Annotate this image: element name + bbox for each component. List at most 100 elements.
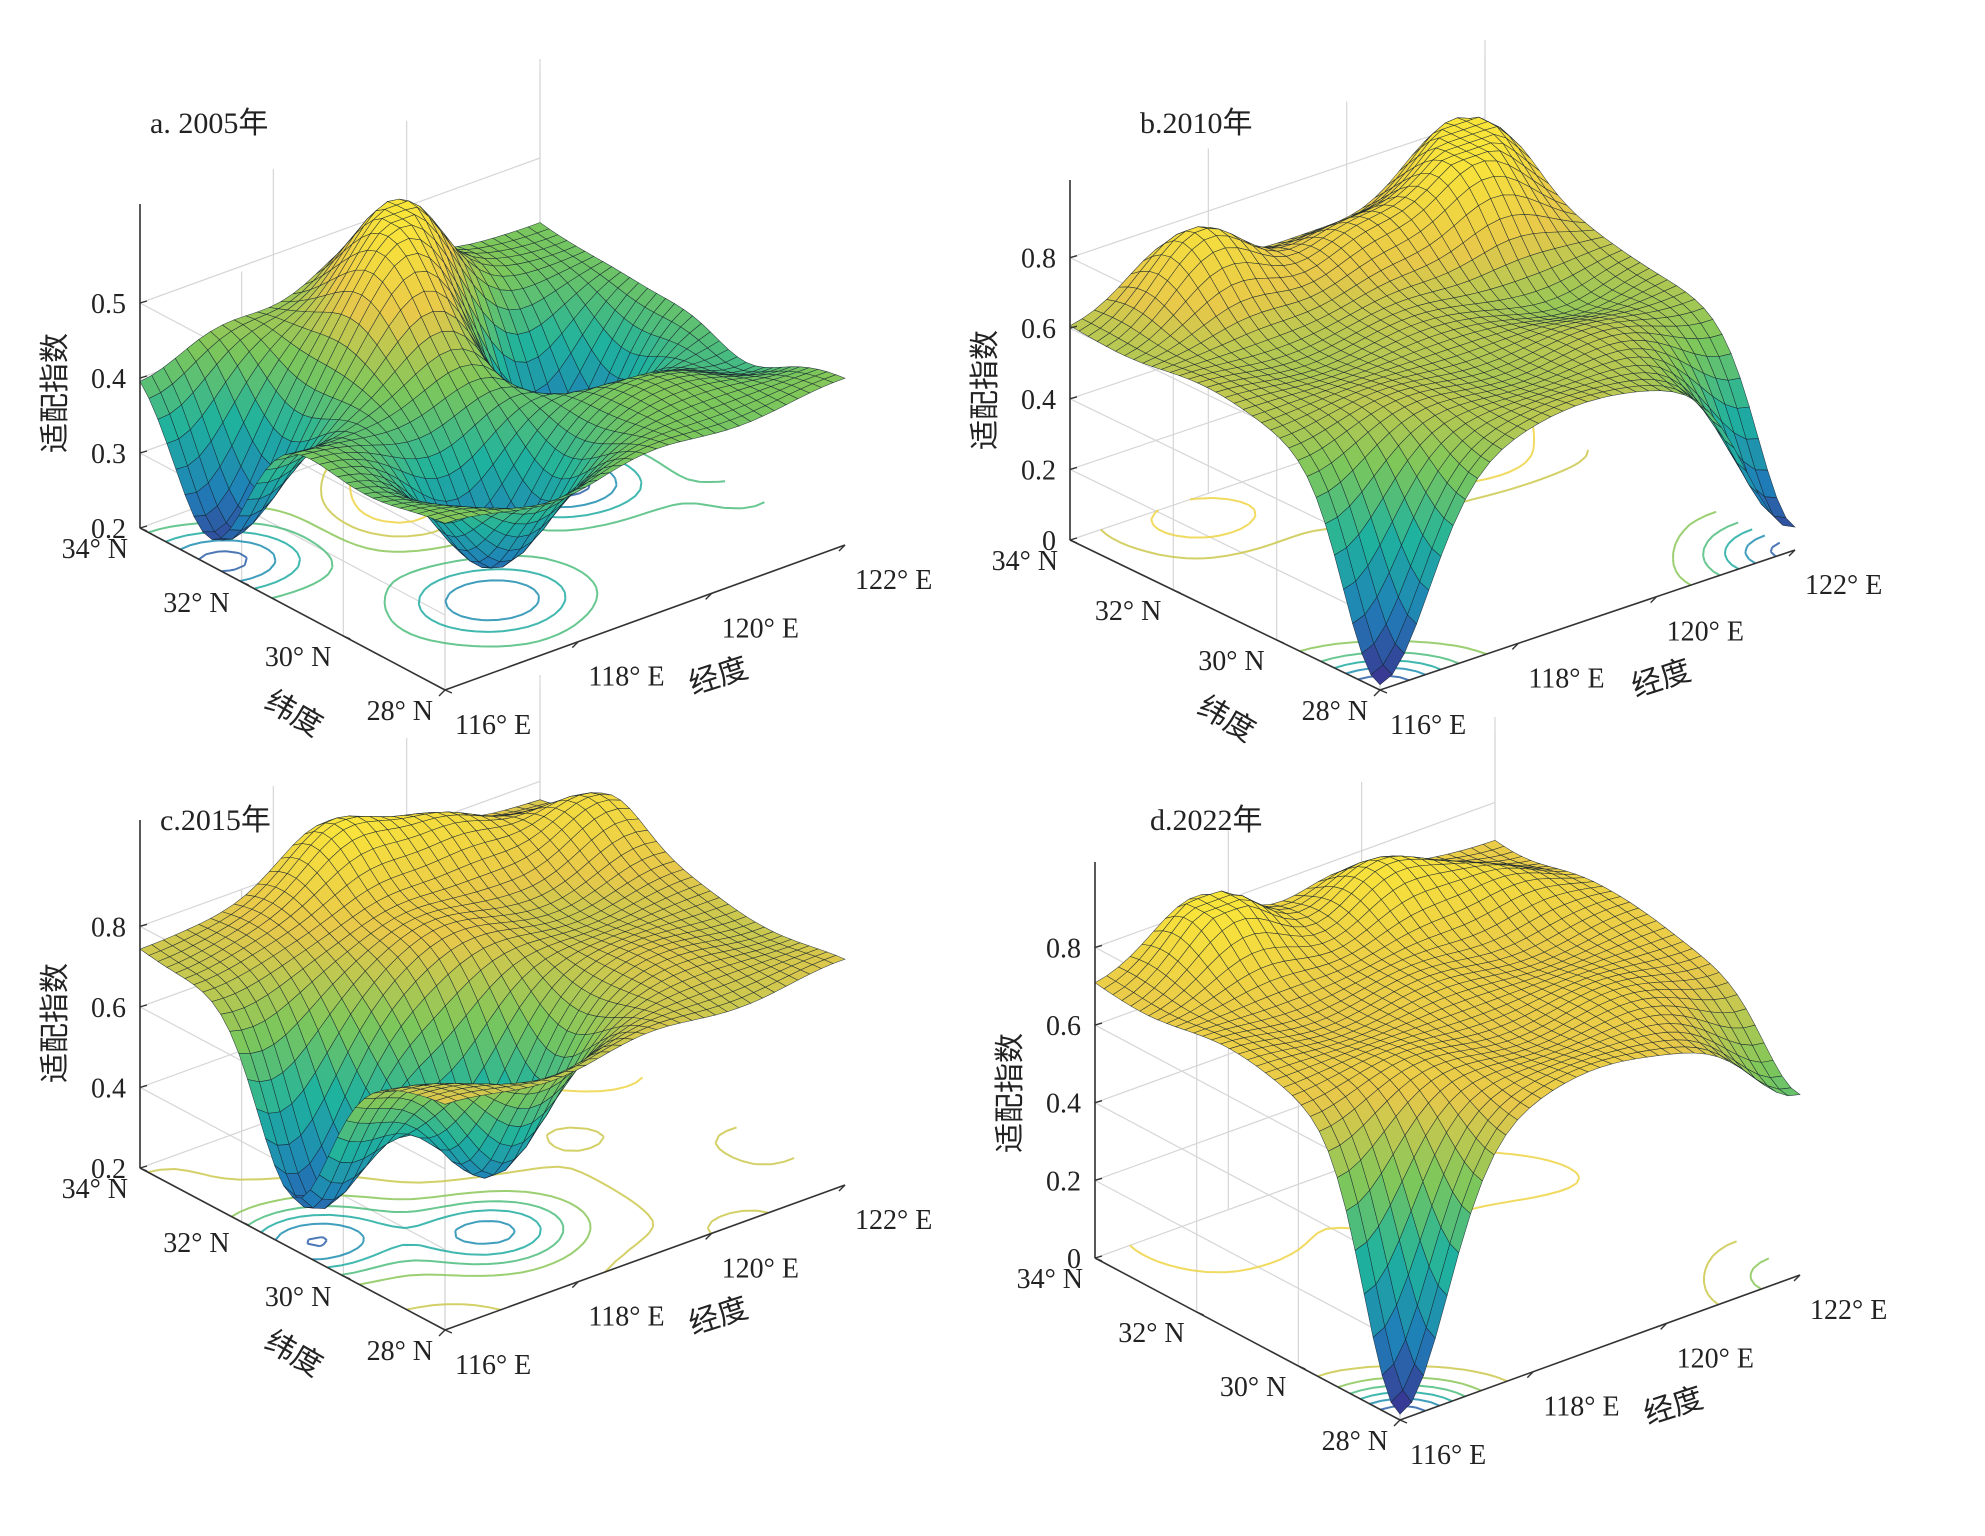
z-tick xyxy=(139,1004,148,1008)
lon-tick xyxy=(438,1329,446,1337)
z-axis-title: 适配指数 xyxy=(39,963,72,1083)
lat-tick xyxy=(241,581,249,586)
lat-axis-line xyxy=(139,527,446,691)
panel-title: d.2022年 xyxy=(1150,804,1263,837)
z-tick-label: 0.4 xyxy=(91,1073,126,1104)
lon-tick-label: 116° E xyxy=(1390,710,1466,741)
lat-tick-label: 34° N xyxy=(1017,1264,1083,1295)
z-tick-label: 0.4 xyxy=(1021,385,1056,416)
lon-tick-label: 122° E xyxy=(855,1205,932,1236)
contour-line xyxy=(260,1209,542,1269)
lon-tick-label: 116° E xyxy=(455,710,531,741)
z-tick xyxy=(1094,1177,1103,1182)
lat-tick-label: 34° N xyxy=(62,534,128,565)
z-tick-label: 0.8 xyxy=(1021,244,1056,275)
z-tick-label: 0.4 xyxy=(1046,1089,1081,1120)
lat-tick xyxy=(1399,1419,1408,1424)
z-tick-label: 0.6 xyxy=(91,993,126,1024)
surface-mesh xyxy=(139,792,846,1209)
z-tick-label: 0.2 xyxy=(1021,455,1056,486)
surface-facet xyxy=(1778,1087,1801,1097)
lon-tick xyxy=(1393,1419,1401,1427)
panel-title: a. 2005年 xyxy=(150,107,268,140)
lat-axis-title: 纬度 xyxy=(259,1325,327,1384)
lon-tick-label: 120° E xyxy=(722,1253,799,1284)
z-tick-label: 0.8 xyxy=(1046,933,1081,964)
surface-facet xyxy=(1772,515,1796,528)
lat-tick xyxy=(1379,689,1388,694)
lon-axis-title: 经度 xyxy=(1640,1381,1707,1431)
lat-tick-label: 32° N xyxy=(1095,596,1161,627)
z-tick-label: 0.8 xyxy=(91,912,126,943)
panel-a: a. 2005年 0.2 0.3 0.4 0.5 116° E 118° E 120° E 1… xyxy=(39,59,932,743)
lon-axis-title: 经度 xyxy=(1628,654,1695,704)
lon-tick-label: 118° E xyxy=(588,1302,664,1333)
z-tick xyxy=(139,525,148,529)
lon-tick-label: 120° E xyxy=(1677,1343,1754,1374)
lon-tick-label: 122° E xyxy=(1810,1295,1887,1326)
lon-tick-label: 122° E xyxy=(1805,570,1882,601)
lon-axis-title: 经度 xyxy=(685,1291,752,1341)
lat-axis-title: 纬度 xyxy=(1192,690,1260,749)
axes: 0.2 0.3 0.4 0.5 116° E 118° E 120° E 122° E 28° … xyxy=(39,204,932,743)
z-tick xyxy=(139,1084,148,1089)
lat-tick xyxy=(139,527,148,532)
lat-tick-label: 30° N xyxy=(265,642,331,673)
lon-tick-label: 116° E xyxy=(1410,1440,1486,1471)
surface-mesh xyxy=(1069,116,1796,686)
lat-tick-label: 34° N xyxy=(992,546,1058,577)
lon-tick-label: 118° E xyxy=(588,662,664,693)
z-tick-label: 0.3 xyxy=(91,439,126,470)
surface-mesh xyxy=(139,198,846,569)
lat-tick xyxy=(343,635,351,640)
lon-tick xyxy=(438,689,446,697)
z-tick-label: 0.2 xyxy=(91,514,126,545)
contour-line xyxy=(306,1236,328,1248)
panel-title: b.2010年 xyxy=(1140,107,1253,140)
lon-tick-label: 122° E xyxy=(855,565,932,596)
lat-tick-label: 28° N xyxy=(367,696,433,727)
z-tick xyxy=(139,375,148,379)
lat-tick-label: 32° N xyxy=(163,588,229,619)
lon-tick xyxy=(1373,689,1381,697)
lat-tick-label: 32° N xyxy=(1118,1318,1184,1349)
z-tick xyxy=(139,450,148,454)
z-tick-label: 0.6 xyxy=(1021,314,1056,345)
z-tick xyxy=(1069,254,1078,259)
z-axis-title: 适配指数 xyxy=(39,333,72,453)
z-tick xyxy=(139,923,148,928)
z-tick-label: 0.6 xyxy=(1046,1011,1081,1042)
z-axis-title: 适配指数 xyxy=(994,1033,1027,1153)
z-tick-label: 0.5 xyxy=(91,289,126,320)
lat-tick-label: 30° N xyxy=(1220,1372,1286,1403)
lat-tick-label: 30° N xyxy=(1198,646,1264,677)
lon-tick-label: 120° E xyxy=(722,613,799,644)
lat-tick-label: 34° N xyxy=(62,1174,128,1205)
lon-axis-title: 经度 xyxy=(685,651,752,701)
lon-axis-line xyxy=(444,544,846,691)
z-tick xyxy=(1094,1022,1103,1026)
z-tick xyxy=(1094,944,1103,949)
surface-mesh xyxy=(1094,839,1801,1415)
lon-tick-label: 118° E xyxy=(1528,663,1604,694)
z-tick xyxy=(139,300,148,304)
lon-tick-label: 116° E xyxy=(455,1350,531,1381)
lat-tick-label: 28° N xyxy=(1322,1426,1388,1457)
lat-tick-label: 28° N xyxy=(1302,696,1368,727)
lat-tick xyxy=(444,689,453,694)
z-axis-title: 适配指数 xyxy=(969,330,1002,450)
lat-tick-label: 28° N xyxy=(367,1336,433,1367)
lon-tick xyxy=(838,544,846,552)
z-tick-label: 0.2 xyxy=(1046,1166,1081,1197)
z-tick xyxy=(1094,1100,1103,1104)
z-tick xyxy=(1069,466,1078,471)
panel-title: c.2015年 xyxy=(160,804,271,837)
lon-tick xyxy=(571,641,579,649)
lat-tick-label: 32° N xyxy=(163,1228,229,1259)
lat-tick-label: 30° N xyxy=(265,1282,331,1313)
z-tick-label: 0.4 xyxy=(91,364,126,395)
